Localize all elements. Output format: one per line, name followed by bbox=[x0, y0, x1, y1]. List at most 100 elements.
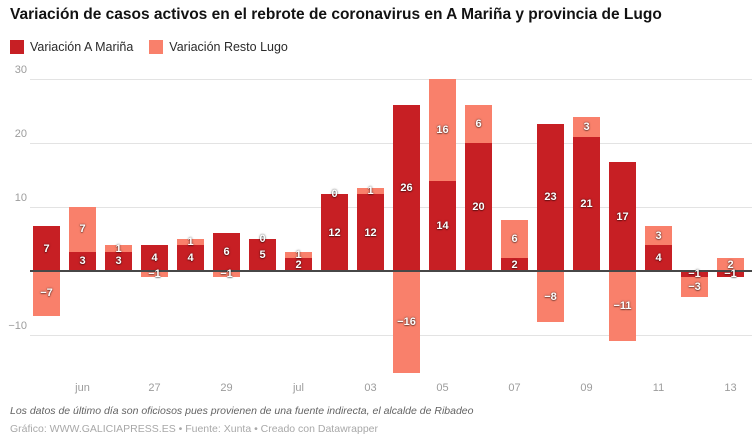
bar-segment-resto-lugo bbox=[393, 271, 420, 374]
bar-value-label: 0 bbox=[259, 233, 266, 245]
bar-segment-a-marina bbox=[177, 245, 204, 271]
bar-value-label: 1 bbox=[187, 236, 194, 249]
bar-value-label: −16 bbox=[397, 316, 416, 329]
bar-value-label: −1 bbox=[724, 268, 737, 281]
bar-value-label: 2 bbox=[295, 258, 302, 271]
bar-segment-a-marina bbox=[33, 226, 60, 271]
bar-segment-resto-lugo bbox=[573, 117, 600, 137]
bar-segment-a-marina bbox=[69, 251, 96, 271]
bar-value-label: 6 bbox=[475, 117, 482, 130]
y-axis-tick-label: −10 bbox=[8, 320, 27, 332]
legend: Variación A Mariña Variación Resto Lugo bbox=[10, 40, 288, 54]
bar-segment-a-marina bbox=[249, 239, 276, 271]
bar-value-label: 1 bbox=[295, 249, 302, 261]
chart-footnote: Los datos de último día son oficiosos pu… bbox=[10, 405, 474, 417]
bar-value-label: 2 bbox=[511, 258, 518, 271]
x-axis-tick-label: jun bbox=[75, 382, 90, 394]
bar-value-label: 2 bbox=[727, 258, 734, 271]
x-axis-tick-label: 09 bbox=[580, 382, 593, 394]
bar-segment-a-marina bbox=[429, 181, 456, 271]
bar-segment-resto-lugo bbox=[69, 207, 96, 252]
bar-value-label: 3 bbox=[115, 255, 122, 268]
gridline bbox=[30, 206, 752, 208]
bar-segment-resto-lugo bbox=[105, 245, 132, 252]
bar-value-label: 26 bbox=[400, 181, 413, 194]
bar-segment-a-marina bbox=[609, 162, 636, 271]
y-axis-tick-label: 30 bbox=[14, 64, 27, 76]
bar-value-label: 3 bbox=[79, 255, 86, 268]
chart-title: Variación de casos activos en el rebrote… bbox=[10, 6, 662, 23]
bar-value-label: 4 bbox=[187, 252, 194, 265]
bar-value-label: −11 bbox=[613, 300, 632, 313]
bar-segment-resto-lugo bbox=[465, 104, 492, 143]
y-axis-tick-label: 20 bbox=[14, 128, 27, 140]
x-axis-tick-label: 03 bbox=[364, 382, 377, 394]
bar-segment-a-marina bbox=[645, 245, 672, 271]
bar-segment-resto-lugo bbox=[285, 251, 312, 259]
bar-segment-a-marina bbox=[285, 258, 312, 271]
gridline bbox=[30, 142, 752, 144]
bar-segment-resto-lugo bbox=[501, 219, 528, 259]
bar-value-label: 17 bbox=[616, 210, 629, 223]
bar-value-label: −1 bbox=[688, 268, 701, 281]
x-axis-tick-label: 05 bbox=[436, 382, 449, 394]
bar-value-label: 6 bbox=[223, 245, 230, 258]
bar-segment-resto-lugo bbox=[429, 79, 456, 182]
bar-segment-resto-lugo bbox=[537, 271, 564, 323]
gridline bbox=[30, 78, 752, 80]
bar-value-label: −3 bbox=[688, 281, 701, 293]
chart-byline: Gráfico: WWW.GALICIAPRESS.ES • Fuente: X… bbox=[10, 423, 378, 435]
legend-item-resto-lugo: Variación Resto Lugo bbox=[149, 40, 288, 54]
bar-value-label: 4 bbox=[655, 252, 662, 265]
bar-value-label: 3 bbox=[583, 121, 590, 133]
bar-value-label: 23 bbox=[544, 191, 557, 204]
bar-segment-a-marina bbox=[321, 194, 348, 271]
legend-item-a-marina: Variación A Mariña bbox=[10, 40, 133, 54]
legend-label-a-marina: Variación A Mariña bbox=[30, 40, 134, 54]
bar-segment-a-marina bbox=[357, 194, 384, 271]
bar-value-label: 5 bbox=[259, 249, 266, 261]
bar-segment-resto-lugo bbox=[717, 258, 744, 271]
bar-value-label: 0 bbox=[331, 188, 338, 201]
bar-value-label: 1 bbox=[367, 185, 374, 197]
y-axis-tick-label: 10 bbox=[14, 192, 27, 204]
bar-value-label: 1 bbox=[115, 242, 122, 255]
bar-segment-a-marina bbox=[537, 123, 564, 271]
x-axis-tick-label: 29 bbox=[220, 382, 233, 394]
bar-segment-a-marina bbox=[213, 232, 240, 271]
bar-value-label: −7 bbox=[40, 287, 53, 300]
bar-value-label: 16 bbox=[436, 124, 449, 137]
bar-segment-resto-lugo bbox=[177, 239, 204, 246]
bar-value-label: 6 bbox=[511, 233, 518, 245]
bar-segment-a-marina bbox=[393, 104, 420, 271]
bar-value-label: −8 bbox=[544, 290, 557, 303]
bar-value-label: 20 bbox=[472, 201, 485, 213]
x-axis-tick-label: 07 bbox=[508, 382, 521, 394]
bar-segment-resto-lugo bbox=[33, 271, 60, 316]
bar-segment-resto-lugo bbox=[357, 187, 384, 195]
x-axis-tick-label: jul bbox=[292, 382, 304, 394]
bar-segment-a-marina bbox=[105, 251, 132, 271]
bar-segment-a-marina bbox=[573, 136, 600, 271]
bar-segment-resto-lugo bbox=[213, 271, 240, 278]
bar-segment-a-marina bbox=[465, 143, 492, 271]
bar-segment-a-marina bbox=[501, 258, 528, 271]
x-axis-tick-label: 13 bbox=[724, 382, 737, 394]
bar-value-label: 7 bbox=[43, 242, 50, 255]
x-axis-baseline bbox=[30, 270, 752, 272]
bar-segment-a-marina bbox=[141, 245, 168, 271]
bar-value-label: 4 bbox=[151, 252, 158, 265]
gridline bbox=[30, 334, 752, 336]
legend-swatch-resto-lugo-icon bbox=[149, 40, 164, 54]
x-axis-tick-label: 27 bbox=[148, 382, 161, 394]
bar-value-label: 12 bbox=[364, 226, 377, 239]
bar-value-label: −1 bbox=[220, 268, 233, 281]
bar-value-label: 7 bbox=[79, 223, 86, 236]
bar-segment-a-marina bbox=[681, 271, 708, 278]
legend-label-resto-lugo: Variación Resto Lugo bbox=[169, 40, 288, 54]
bar-value-label: 21 bbox=[580, 197, 593, 210]
bar-segment-resto-lugo bbox=[141, 271, 168, 278]
bar-segment-resto-lugo bbox=[681, 277, 708, 297]
